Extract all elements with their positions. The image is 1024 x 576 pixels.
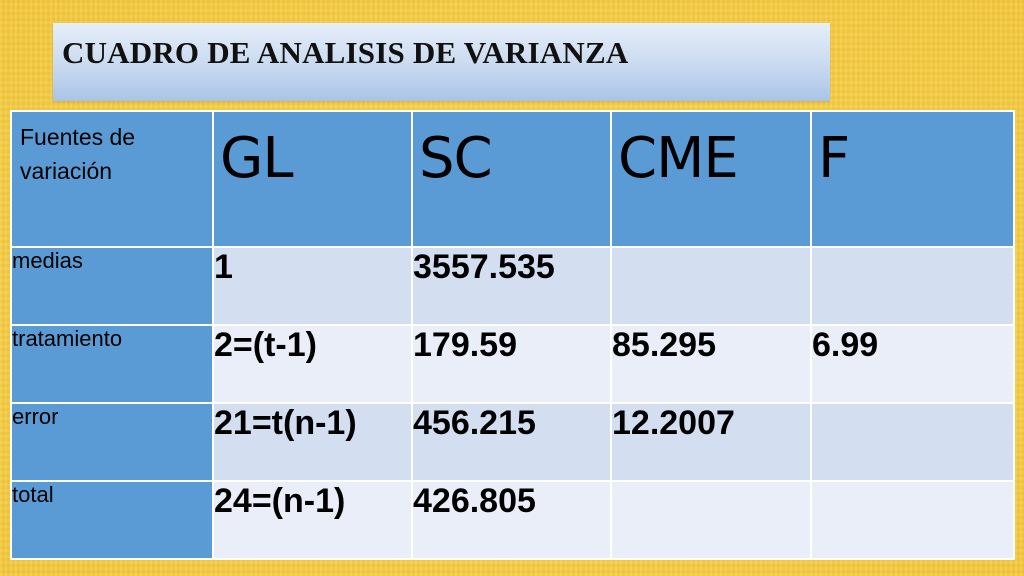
cell-gl: 1 xyxy=(212,246,413,326)
cell-sc: 179.59 xyxy=(411,324,612,404)
table-row: medias 1 3557.535 xyxy=(10,246,1015,326)
cell-f: 6.99 xyxy=(810,324,1015,404)
cell-gl: 21=t(n-1) xyxy=(212,402,413,482)
table-row: tratamiento 2=(t-1) 179.59 85.295 6.99 xyxy=(10,324,1015,404)
cell-cme: 12.2007 xyxy=(610,402,812,482)
cell-cme xyxy=(610,480,812,560)
row-source-total: total xyxy=(10,480,214,560)
cell-cme: 85.295 xyxy=(610,324,812,404)
header-gl: GL xyxy=(212,110,413,248)
cell-gl: 2=(t-1) xyxy=(212,324,413,404)
table-header-row: Fuentes de variación GL SC CME F xyxy=(10,110,1015,248)
cell-f xyxy=(810,402,1015,482)
row-source-error: error xyxy=(10,402,214,482)
cell-gl: 24=(n-1) xyxy=(212,480,413,560)
cell-f xyxy=(810,246,1015,326)
anova-table: Fuentes de variación GL SC CME F medias … xyxy=(10,110,1015,560)
cell-sc: 3557.535 xyxy=(411,246,612,326)
header-fuentes: Fuentes de variación xyxy=(10,110,214,248)
cell-sc: 456.215 xyxy=(411,402,612,482)
slide-title: CUADRO DE ANALISIS DE VARIANZA xyxy=(62,35,629,70)
row-source-medias: medias xyxy=(10,246,214,326)
cell-cme xyxy=(610,246,812,326)
header-sc: SC xyxy=(411,110,612,248)
header-f: F xyxy=(810,110,1015,248)
table-row: error 21=t(n-1) 456.215 12.2007 xyxy=(10,402,1015,482)
table-row: total 24=(n-1) 426.805 xyxy=(10,480,1015,560)
title-banner: CUADRO DE ANALISIS DE VARIANZA xyxy=(53,23,830,101)
header-cme: CME xyxy=(610,110,812,248)
row-source-tratamiento: tratamiento xyxy=(10,324,214,404)
cell-sc: 426.805 xyxy=(411,480,612,560)
cell-f xyxy=(810,480,1015,560)
